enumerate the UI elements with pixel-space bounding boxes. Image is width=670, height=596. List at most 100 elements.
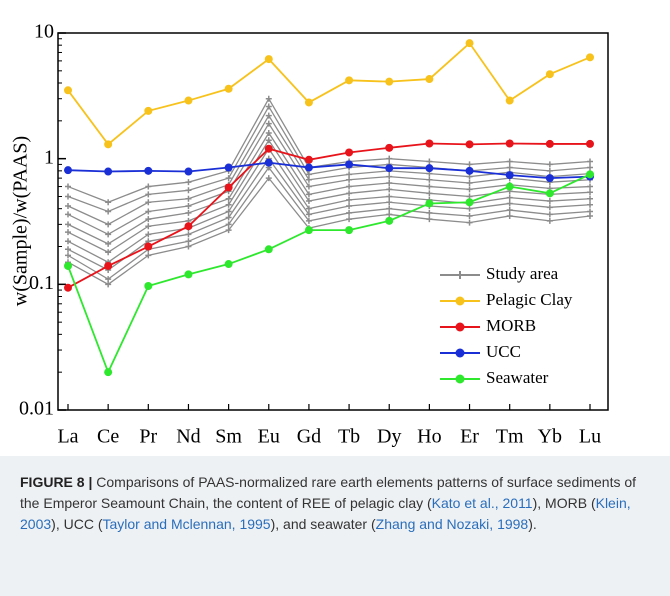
point-marker	[346, 183, 353, 190]
point-marker	[184, 270, 193, 279]
point-marker	[305, 205, 312, 212]
point-marker	[587, 212, 593, 219]
point-marker	[465, 39, 474, 48]
x-tick-label: Lu	[579, 426, 601, 448]
point-marker	[225, 227, 232, 234]
point-marker	[105, 249, 112, 256]
point-marker	[466, 219, 473, 226]
caption: FIGURE 8 | Comparisons of PAAS-normalize…	[0, 456, 670, 596]
point-marker	[466, 205, 473, 212]
y-tick-label: 0.1	[29, 272, 54, 294]
point-marker	[346, 171, 353, 178]
x-tick-label: Ce	[97, 426, 119, 448]
x-tick-label: Ho	[417, 426, 441, 448]
point-marker	[304, 98, 313, 107]
x-tick-label: Tm	[496, 426, 524, 448]
point-marker	[105, 231, 112, 238]
point-marker	[104, 368, 113, 377]
point-marker	[304, 163, 313, 172]
point-marker	[265, 112, 272, 119]
citation[interactable]: Kato et al., 2011	[431, 495, 533, 511]
point-marker	[385, 143, 394, 152]
point-marker	[346, 176, 353, 183]
chart: w(Sample)/w(PAAS) 0.01 0.1 1 10 La Ce Pr Nd Sm Eu…	[10, 21, 609, 448]
legend-label: Study area	[486, 264, 559, 283]
point-marker	[145, 252, 152, 259]
point-marker	[546, 217, 553, 224]
point-marker	[345, 76, 354, 85]
point-marker	[104, 167, 113, 176]
point-marker	[385, 77, 394, 86]
point-marker	[185, 187, 192, 194]
point-marker	[225, 201, 232, 208]
point-marker	[224, 260, 233, 269]
point-marker	[184, 96, 193, 105]
point-marker	[225, 214, 232, 221]
x-tick-label: Gd	[297, 426, 321, 448]
point-marker	[386, 155, 393, 162]
point-marker	[304, 226, 313, 235]
point-marker	[505, 139, 514, 148]
point-marker	[65, 252, 71, 259]
point-marker	[265, 95, 272, 102]
point-marker	[545, 70, 554, 79]
point-marker	[426, 209, 433, 216]
series-line	[67, 139, 591, 254]
x-tick-label: La	[57, 426, 78, 448]
citation[interactable]: Zhang and Nozaki, 1998	[375, 516, 529, 532]
point-marker	[105, 208, 112, 215]
point-marker	[64, 283, 72, 292]
point-marker	[546, 167, 553, 174]
citation[interactable]: Taylor and Mclennan, 1995	[102, 516, 271, 532]
x-tick-label: Pr	[139, 426, 157, 448]
point-marker	[185, 209, 192, 216]
point-marker	[506, 200, 513, 207]
caption-label: FIGURE 8 |	[20, 474, 93, 490]
point-marker	[545, 174, 554, 183]
legend-marker	[456, 271, 464, 279]
point-marker	[104, 261, 113, 270]
point-marker	[386, 205, 393, 212]
point-marker	[505, 96, 514, 105]
series-line	[67, 177, 591, 286]
series-line	[67, 173, 591, 375]
point-marker	[587, 189, 593, 196]
point-marker	[386, 180, 393, 187]
point-marker	[145, 208, 152, 215]
point-marker	[65, 246, 71, 253]
caption-text: ), UCC (	[51, 516, 103, 532]
point-marker	[505, 171, 514, 180]
point-marker	[386, 193, 393, 200]
point-marker	[305, 198, 312, 205]
point-marker	[546, 161, 553, 168]
point-marker	[145, 191, 152, 198]
point-marker	[346, 216, 353, 223]
point-marker	[185, 195, 192, 202]
point-marker	[65, 229, 71, 236]
point-marker	[105, 281, 112, 288]
point-marker	[386, 199, 393, 206]
point-marker	[465, 166, 474, 175]
point-marker	[426, 176, 433, 183]
point-marker	[546, 204, 553, 211]
point-marker	[386, 211, 393, 218]
legend-label: UCC	[486, 342, 521, 361]
point-marker	[185, 231, 192, 238]
citation[interactable]: Klein, 2003	[20, 495, 631, 532]
point-marker	[587, 195, 593, 202]
series-line	[67, 166, 591, 280]
legend-marker	[455, 296, 465, 306]
point-marker	[426, 190, 433, 197]
point-marker	[385, 164, 394, 173]
point-marker	[64, 166, 72, 175]
plot-frame	[57, 32, 609, 411]
series-line	[67, 147, 591, 263]
caption-text: ), and seawater (	[270, 516, 376, 532]
point-marker	[505, 182, 514, 191]
series-line	[67, 41, 591, 146]
point-marker	[345, 148, 354, 157]
series-line	[67, 131, 591, 245]
point-marker	[346, 209, 353, 216]
x-tick-label: Nd	[176, 426, 200, 448]
point-marker	[224, 84, 233, 93]
